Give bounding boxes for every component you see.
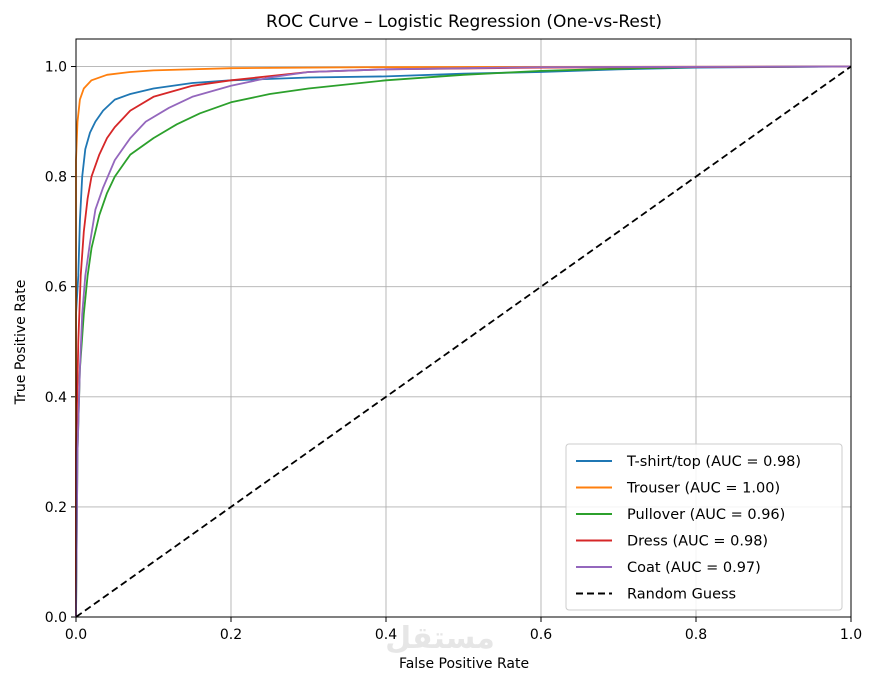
legend: T-shirt/top (AUC = 0.98) Trouser (AUC = 1… xyxy=(565,443,843,611)
legend-label-1: Trouser (AUC = 1.00) xyxy=(626,481,780,497)
legend-label-3: Dress (AUC = 0.98) xyxy=(627,534,768,550)
y-axis-label: True Positive Rate xyxy=(13,280,29,406)
x-tick-label: 0.0 xyxy=(65,627,87,643)
legend-label-2: Pullover (AUC = 0.96) xyxy=(627,507,785,523)
y-tick-label: 0.6 xyxy=(45,280,67,296)
series-line-5 xyxy=(75,65,852,618)
plot-frame xyxy=(75,38,852,618)
series-line-4 xyxy=(75,65,852,618)
series-line-1 xyxy=(75,65,852,617)
legend-label-5: Random Guess xyxy=(627,587,736,603)
x-tick-label: 0.6 xyxy=(530,627,552,643)
legend-label-4: Coat (AUC = 0.97) xyxy=(627,560,761,576)
legend-label-0: T-shirt/top (AUC = 0.98) xyxy=(626,454,801,470)
axis-layer: 0.0 0.2 0.4 0.6 0.8 1.0 0.0 0.2 0.4 0.6 0.8 1.0 xyxy=(45,60,862,643)
y-tick-label: 0.8 xyxy=(45,170,67,186)
watermark-logo: مستقل xyxy=(385,621,495,656)
y-tick-label: 0.4 xyxy=(45,390,67,406)
y-tick-label: 0.2 xyxy=(45,500,67,516)
legend-box xyxy=(565,443,843,611)
x-tick-label: 1.0 xyxy=(840,627,862,643)
x-tick-label: 0.4 xyxy=(375,627,397,643)
y-tick-label: 0.0 xyxy=(45,610,67,626)
y-tick-label: 1.0 xyxy=(45,60,67,76)
x-tick-label: 0.2 xyxy=(220,627,242,643)
chart-title: ROC Curve – Logistic Regression (One-vs-… xyxy=(266,12,662,32)
series-layer xyxy=(75,65,852,618)
series-line-2 xyxy=(75,65,852,618)
x-tick-label: 0.8 xyxy=(685,627,707,643)
x-axis-label: False Positive Rate xyxy=(399,656,529,672)
